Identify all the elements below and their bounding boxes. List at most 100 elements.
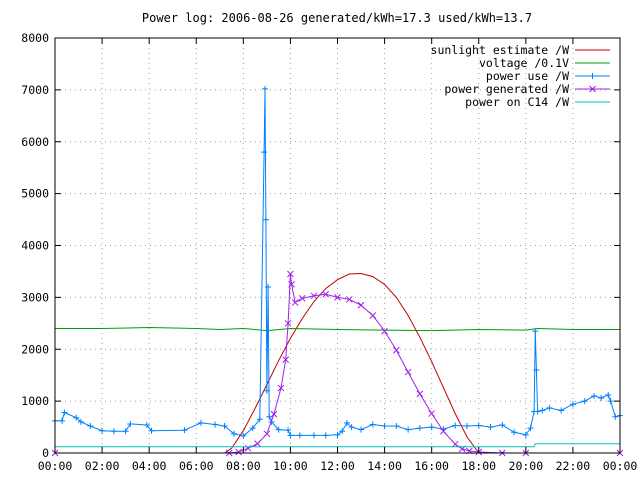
data-point (287, 270, 294, 278)
data-point (254, 440, 261, 448)
y-tick-label: 1000 (21, 394, 49, 408)
data-point (381, 327, 388, 335)
legend-label: power generated /W (444, 82, 569, 96)
data-point (322, 290, 330, 298)
data-point (607, 398, 614, 405)
x-tick-label: 12:00 (320, 459, 355, 473)
grid-layer (55, 38, 620, 453)
y-tick-label: 5000 (21, 187, 49, 201)
data-point (357, 301, 365, 309)
data-point (558, 407, 565, 414)
data-point (291, 299, 299, 306)
series-line (55, 326, 620, 332)
data-point (339, 428, 346, 435)
data-point (270, 410, 278, 418)
data-point (533, 367, 540, 373)
series-power-on-c14-w (55, 443, 620, 448)
data-point (310, 432, 317, 439)
legend-marker (589, 85, 596, 93)
data-point (61, 409, 68, 416)
data-point (263, 430, 271, 438)
data-point (334, 294, 341, 301)
legend-marker (589, 73, 596, 79)
data-point (475, 422, 482, 429)
data-point (244, 444, 252, 452)
data-point (143, 421, 150, 428)
data-point (612, 413, 619, 420)
series-line (55, 88, 621, 437)
data-point (235, 448, 242, 456)
data-point (240, 432, 247, 439)
data-point (348, 424, 355, 431)
data-point (261, 85, 268, 92)
data-point (249, 425, 256, 432)
data-point (440, 427, 447, 435)
x-tick-label: 06:00 (179, 459, 214, 473)
data-point (262, 216, 269, 223)
data-point (334, 431, 341, 438)
series-power-use-w (52, 85, 623, 439)
legend-label: sunlight estimate /W (431, 43, 570, 57)
data-point (110, 428, 117, 435)
data-point (522, 431, 529, 438)
data-point (463, 423, 470, 430)
series-layer (51, 85, 624, 457)
data-point (298, 295, 306, 302)
x-tick-label: 16:00 (414, 459, 449, 473)
data-point (499, 421, 506, 428)
x-tick-label: 04:00 (132, 459, 167, 473)
data-point (287, 432, 294, 439)
data-point (296, 432, 303, 439)
data-point (369, 312, 377, 319)
data-point (77, 418, 84, 425)
data-point (591, 392, 598, 399)
x-tick-label: 00:00 (38, 459, 73, 473)
data-point (99, 427, 106, 434)
y-tick-label: 4000 (21, 239, 49, 253)
data-point (59, 417, 66, 424)
legend-label: voltage /0.1V (479, 56, 569, 70)
data-point (451, 440, 459, 448)
data-point (534, 408, 541, 415)
data-point (527, 425, 534, 432)
data-point (581, 398, 588, 405)
data-point (598, 395, 605, 402)
data-point (127, 420, 134, 427)
data-point (539, 407, 546, 414)
data-point (428, 424, 435, 431)
series-line (55, 443, 620, 448)
data-point (256, 416, 263, 423)
x-tick-label: 08:00 (226, 459, 261, 473)
x-tick-label: 20:00 (509, 459, 544, 473)
data-point (416, 425, 423, 432)
data-point (511, 429, 518, 436)
data-point (263, 387, 270, 394)
y-tick-label: 7000 (21, 83, 49, 97)
data-point (122, 428, 129, 435)
data-point (261, 149, 268, 156)
data-point (310, 292, 318, 300)
data-point (343, 419, 350, 426)
data-point (212, 421, 219, 428)
data-point (416, 390, 424, 398)
data-point (393, 423, 400, 430)
data-point (288, 281, 295, 288)
data-point (275, 426, 282, 433)
data-point (345, 296, 353, 303)
data-point (277, 384, 285, 392)
x-tick-label: 10:00 (273, 459, 308, 473)
data-point (546, 404, 553, 411)
x-tick-label: 18:00 (461, 459, 496, 473)
data-point (369, 421, 376, 428)
data-point (181, 427, 188, 434)
series-voltage-0-1v (55, 326, 620, 332)
x-tick-label: 14:00 (367, 459, 402, 473)
legend-label: power use /W (486, 69, 569, 83)
data-point (221, 423, 228, 430)
series-line (55, 272, 620, 454)
data-point (405, 426, 412, 433)
data-point (487, 424, 494, 431)
x-tick-label: 00:00 (603, 459, 638, 473)
